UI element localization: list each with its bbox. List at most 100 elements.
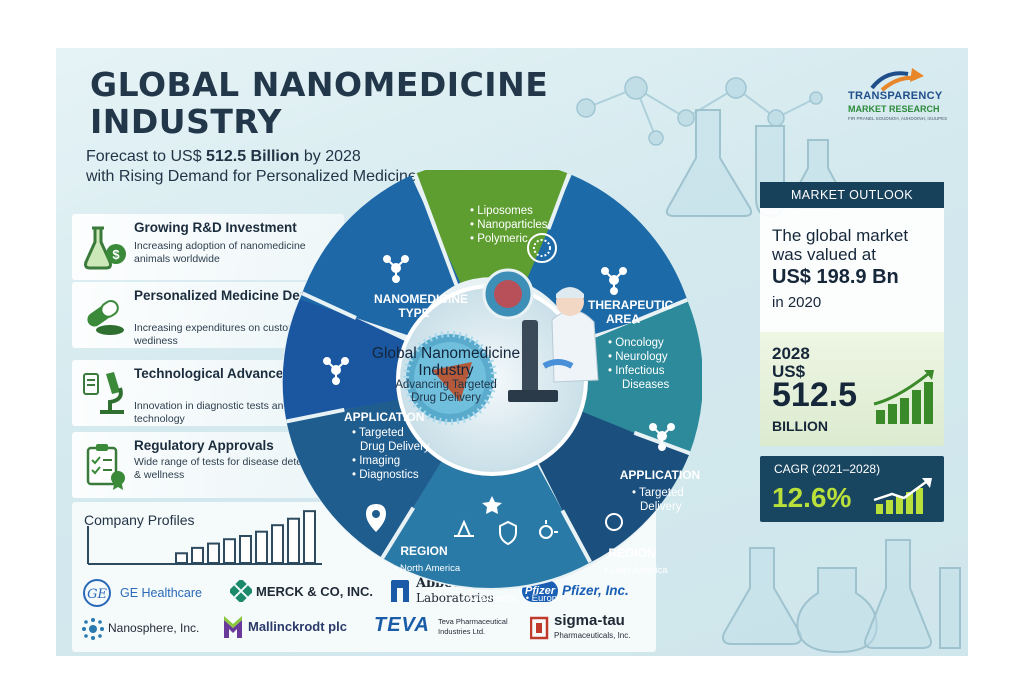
region-right-item-1: • Latin America [604,565,668,576]
cagr-value: 12.6% [772,482,852,513]
application-right-label: APPLICATION [619,468,701,482]
wheel-graphic [282,170,702,590]
outlook-text-2: was valued at [772,245,876,264]
app-left-item-1: • Targeted [352,427,404,439]
logo-line-2: MARKET RESEARCH [848,104,940,114]
clipboard-checklist-icon [86,444,125,490]
region-bottom-item-2: • Europe [525,593,563,604]
currency-label: US$ [772,362,806,381]
app-left-item-4: • Diagnostics [352,469,419,481]
year-2020-text: in 2020 [772,294,822,311]
center-title-2: Industry [418,362,474,379]
company-bar [207,542,220,565]
value-2020: US$ 198.9 Bn [772,266,899,288]
outlook-text-1: The global market [772,226,909,245]
company-profiles-title: Company Profiles [84,512,195,528]
outlook-2028-box: 2028 US$ 512.5 BILLION [760,332,944,446]
region-left-list: • North America [394,562,460,576]
app-right-item-2: Delivery [640,501,682,513]
nanosphere-logo-icon [82,618,104,640]
cagr-box: CAGR (2021–2028) 12.6% [760,456,944,522]
therapeutic-area-label-1: THERAPEUTIC [588,298,674,312]
app-left-item-3: • Imaging [352,455,401,467]
teva-name-1: Teva Pharmaceutical [438,617,508,626]
tmr-logo: TRANSPARENCY MARKET RESEARCH FIR PRANEL … [846,66,956,136]
therapeutic-item-1: • Oncology [608,337,664,349]
top-segment-list: • Liposomes • Nanoparticles • Polymeric [470,204,548,246]
company-bar [175,552,188,564]
unit-label: BILLION [772,418,828,434]
logo-line-3: FIR PRANEL SOUDNOH, AUHDOINH, ISUUPES [848,116,948,121]
nanomedicine-type-label: NANOMEDICINE TYPE [374,292,469,320]
page-title: GLOBAL NANOMEDICINE INDUSTRY [90,66,610,140]
driver-desc: Increasing adoption of nanomedicine anim… [134,240,306,265]
pfizer-name: Pfizer, Inc. [562,583,629,598]
cagr-trend-icon [873,478,932,514]
region-left-item-1: • North America [394,563,461,574]
company-mallinckrodt: Mallinckrodt plc [222,614,382,640]
top-item-3: • Polymeric [470,233,528,245]
ge-logo-text: GE [87,587,107,602]
region-right-label: REGION [608,546,656,560]
svg-text:$: $ [112,247,120,262]
center-sub-1: Advancing Targeted [395,379,497,391]
top-item-1: • Liposomes [470,205,533,217]
center-sub-2: Drug Delivery [411,392,481,404]
therapeutic-area-label: THERAPEUTIC AREA [588,298,674,326]
merck-name: MERCK & CO, INC. [256,584,373,599]
pills-icon [87,300,124,335]
company-teva: TEVA Teva Pharmaceutical Industries Ltd. [374,614,532,644]
therapeutic-area-label-2: AREA [605,312,640,326]
driver-title: Growing R&D Investment [134,220,297,235]
segment-wheel: • Liposomes • Nanoparticles • Polymeric … [282,170,702,604]
app-left-item-2: Drug Delivery [360,441,430,453]
driver-title: Technological Advancements [134,366,324,381]
outlook-2020-box: The global market was valued at US$ 198.… [760,208,944,332]
market-outlook-header: MARKET OUTLOOK [760,182,944,208]
driver-desc: Innovation in diagnostic tests and imagi… [134,400,329,425]
abbott-name-2: Laboratories [416,591,494,605]
region-right-list: • Latin America [604,564,668,578]
mallinckrodt-logo-icon [224,616,242,638]
center-subtitle: Advancing Targeted Drug Delivery [216,379,676,405]
therapeutic-item-2: • Neurology [608,351,668,363]
application-left-label: APPLICATION [344,410,425,424]
title-line-2: INDUSTRY [90,102,282,141]
market-outlook-panel: MARKET OUTLOOK The global market was val… [760,182,944,522]
nanomedicine-type-label-2: TYPE [398,306,430,320]
company-nanosphere: Nanosphere, Inc. [82,616,232,642]
company-bar-graphic [87,510,322,565]
subtitle-prefix: Forecast to US$ [86,148,207,165]
app-right-item-1: • Targeted [632,487,684,499]
sigma-tau-name-2: Pharmaceuticals, Inc. [554,631,631,640]
center-title-1: Global Nanomedicine [371,345,521,362]
subtitle-line-2: with Rising Demand for Personalized Medi… [86,168,417,185]
therapeutic-item-4: Diseases [622,379,670,391]
company-sigma-tau: sigma-tau Pharmaceuticals, Inc. [530,612,654,646]
mallinckrodt-name: Mallinckrodt plc [248,619,347,634]
logo-line-1: TRANSPARENCY [848,90,943,102]
wheel-center-label: Global Nanomedicine Industry Advancing T… [216,345,676,405]
company-bar [191,546,204,565]
region-left-label: REGION [400,544,448,558]
abbott-logo-icon [391,580,409,602]
subtitle-suffix: by 2028 [299,148,361,165]
page-subtitle: Forecast to US$ 512.5 Billion by 2028 wi… [86,147,526,187]
company-bar [223,538,236,565]
driver-rd-investment: $ Growing R&D Investment Increasing adop… [72,214,344,280]
flask-dollar-icon: $ [84,226,126,270]
arrow-logo-icon [870,68,924,92]
infographic-card: GLOBAL NANOMEDICINE INDUSTRY Forecast to… [56,48,968,656]
merck-logo-icon [230,580,252,602]
driver-desc: Increasing expenditures on customized & … [134,322,327,347]
ge-logo-icon: GE [83,579,111,607]
company-bar [239,535,252,564]
driver-title: Personalized Medicine Demand [134,288,336,303]
nanomedicine-type-label-1: NANOMEDICINE [374,292,469,306]
nanosphere-name: Nanosphere, Inc. [108,621,200,635]
sigma-tau-logo-icon [530,616,549,640]
cagr-label: CAGR (2021–2028) [774,462,881,476]
teva-name-2: Industries Ltd. [438,627,486,636]
outlook-text: The global market was valued at [772,226,940,264]
company-bar [303,510,316,564]
